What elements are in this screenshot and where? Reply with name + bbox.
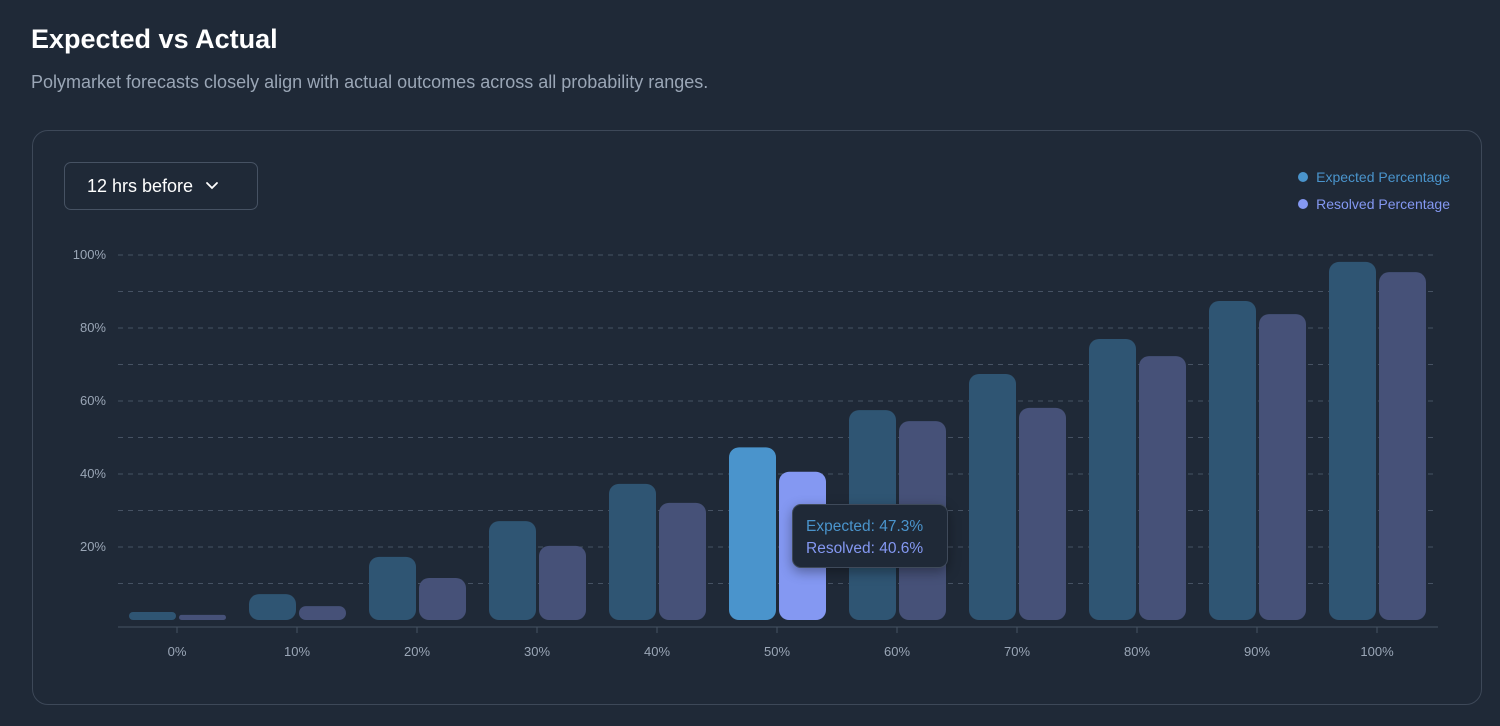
x-tick-label: 70% bbox=[1004, 644, 1030, 659]
expected-bar bbox=[129, 611, 176, 620]
x-tick-label: 30% bbox=[524, 644, 550, 659]
x-tick-label: 10% bbox=[284, 644, 310, 659]
resolved-bar bbox=[539, 545, 586, 620]
resolved-bar bbox=[1139, 356, 1186, 620]
x-tick-label: 100% bbox=[1360, 644, 1394, 659]
tooltip-expected: Expected: 47.3% bbox=[806, 518, 924, 535]
expected-bar bbox=[489, 521, 536, 620]
expected-bar bbox=[249, 594, 296, 620]
x-tick-label: 20% bbox=[404, 644, 430, 659]
legend-label: Resolved Percentage bbox=[1316, 195, 1450, 212]
x-tick-label: 50% bbox=[764, 644, 790, 659]
y-tick-label: 40% bbox=[80, 466, 106, 481]
y-tick-label: 80% bbox=[80, 320, 106, 335]
expected-bar bbox=[369, 556, 416, 620]
x-tick-label: 90% bbox=[1244, 644, 1270, 659]
resolved-bar bbox=[419, 578, 466, 620]
expected-bar bbox=[729, 447, 776, 620]
expected-bar bbox=[609, 483, 656, 620]
expected-bar bbox=[969, 373, 1016, 620]
resolved-bar bbox=[299, 606, 346, 620]
expected-bar bbox=[1329, 261, 1376, 620]
x-tick-label: 80% bbox=[1124, 644, 1150, 659]
legend-item-expected[interactable]: Expected Percentage bbox=[1298, 163, 1450, 190]
x-tick-label: 0% bbox=[168, 644, 187, 659]
resolved-bar bbox=[1259, 314, 1306, 620]
resolved-bar bbox=[659, 502, 706, 620]
timeframe-value: 12 hrs before bbox=[87, 175, 194, 196]
expected-bar bbox=[1209, 300, 1256, 620]
expected-bar bbox=[1089, 338, 1136, 620]
resolved-bar bbox=[179, 614, 226, 620]
resolved-bar bbox=[1379, 272, 1426, 620]
x-tick-label: 60% bbox=[884, 644, 910, 659]
x-tick-label: 40% bbox=[644, 644, 670, 659]
legend-label: Expected Percentage bbox=[1316, 168, 1450, 185]
expected-dot-icon bbox=[1298, 171, 1309, 182]
page-title: Expected vs Actual bbox=[31, 24, 278, 54]
chart-tooltip: Expected: 47.3% Resolved: 40.6% bbox=[792, 504, 948, 568]
legend-item-resolved[interactable]: Resolved Percentage bbox=[1298, 190, 1450, 217]
chart-card bbox=[32, 130, 1482, 705]
timeframe-dropdown[interactable]: 12 hrs before bbox=[64, 162, 258, 210]
y-tick-label: 100% bbox=[73, 247, 107, 262]
chart-legend: Expected Percentage Resolved Percentage bbox=[1298, 163, 1450, 217]
resolved-dot-icon bbox=[1298, 198, 1309, 209]
resolved-bar bbox=[1019, 407, 1066, 620]
tooltip-resolved: Resolved: 40.6% bbox=[806, 540, 924, 557]
y-tick-label: 20% bbox=[80, 539, 106, 554]
y-tick-label: 60% bbox=[80, 393, 106, 408]
chevron-down-icon bbox=[206, 182, 218, 190]
page-subtitle: Polymarket forecasts closely align with … bbox=[31, 72, 709, 92]
